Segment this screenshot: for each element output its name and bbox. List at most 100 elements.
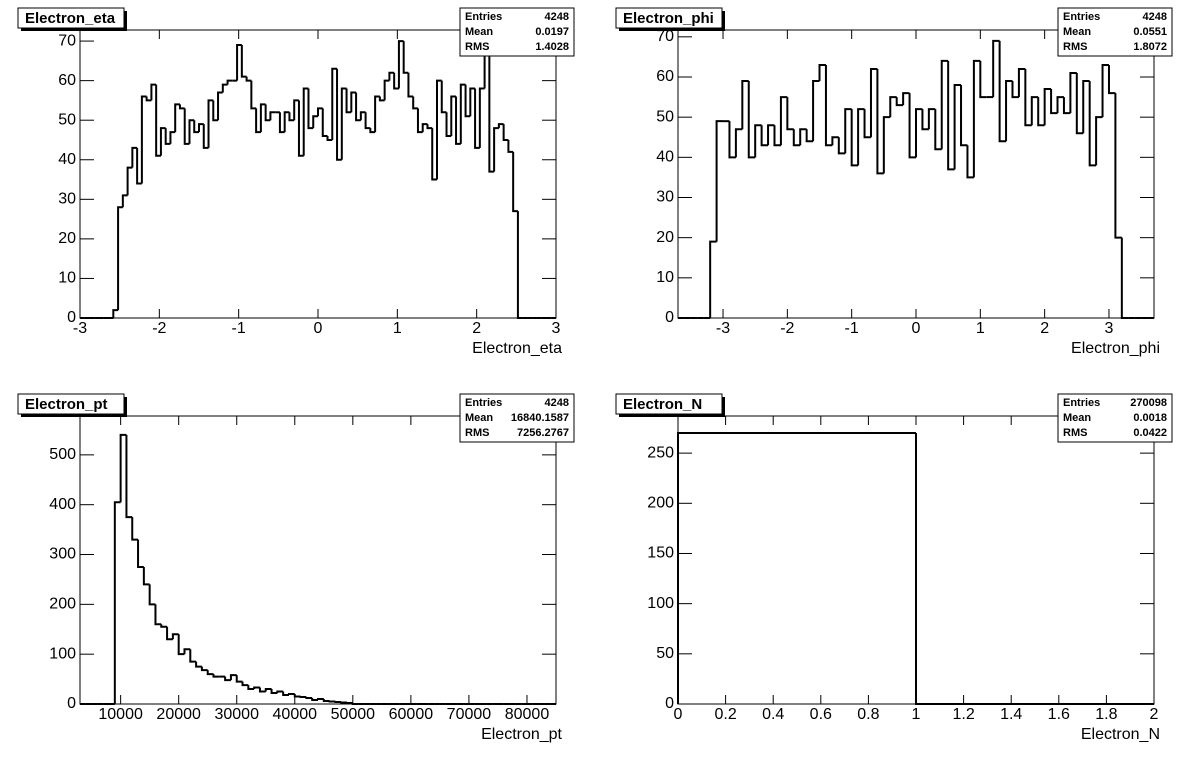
y-tick-label: 250: [647, 444, 674, 461]
histogram-bin: [512, 151, 518, 213]
histogram-bin: [960, 85, 968, 147]
histogram-bin: [240, 45, 247, 78]
histogram-bin: [217, 91, 223, 121]
histogram-bin: [388, 71, 395, 81]
histogram-bin: [1056, 96, 1064, 114]
x-tick-label: 0: [314, 320, 323, 337]
stats-label: Entries: [465, 397, 502, 409]
histogram-bin: [850, 109, 859, 167]
histogram-bin: [792, 129, 801, 147]
histogram-bin: [322, 699, 330, 703]
y-tick-label: 200: [647, 495, 674, 512]
histogram-bin: [412, 96, 418, 110]
histogram-bin: [177, 634, 185, 656]
y-tick-label: 0: [67, 695, 76, 712]
histogram-bin: [351, 703, 359, 705]
histogram-bin: [1017, 67, 1026, 98]
histogram-bin: [355, 92, 361, 122]
histogram-bin: [927, 108, 936, 130]
stats-value: 7256.2767: [517, 427, 569, 439]
histogram-bin: [831, 136, 839, 146]
histogram-bin: [915, 108, 923, 158]
histogram-bin: [350, 91, 357, 113]
histogram-bin: [734, 128, 743, 158]
y-tick-label: 20: [58, 230, 76, 247]
x-axis-title: Electron_phi: [1071, 340, 1160, 357]
x-tick-label: 3: [552, 320, 561, 337]
stats-value: 4248: [545, 11, 569, 23]
histogram-bin: [1050, 89, 1058, 115]
histogram-bin: [241, 681, 249, 687]
x-tick-label: -1: [845, 320, 859, 337]
stats-value: 16840.1587: [511, 412, 569, 424]
histogram-bin: [393, 72, 399, 90]
histogram-bin: [979, 60, 987, 99]
histogram-bin: [882, 116, 891, 174]
histogram-bin: [259, 103, 266, 133]
histogram-bin: [160, 624, 168, 628]
histogram-bin: [1043, 88, 1052, 126]
histogram-bin: [767, 124, 775, 146]
x-tick-label: 3: [1105, 320, 1114, 337]
histogram-bin: [786, 97, 794, 131]
histogram-bin: [934, 109, 942, 151]
title-box: [17, 393, 125, 415]
histogram-bin: [145, 96, 152, 102]
histogram-bin: [426, 124, 433, 130]
stats-label: Mean: [465, 412, 493, 424]
histogram-bin: [269, 111, 276, 121]
y-tick-label: 60: [656, 68, 674, 85]
histogram-bin: [895, 97, 904, 107]
histogram-bin: [921, 109, 929, 131]
stats-value: 1.4028: [535, 41, 569, 53]
histogram-bin: [247, 685, 255, 691]
histogram-bin: [178, 104, 185, 110]
histogram-bin: [450, 95, 457, 137]
histogram-bin: [345, 88, 352, 114]
x-tick-label: 2: [472, 320, 481, 337]
histogram-bin: [189, 649, 197, 663]
histogram-bin: [278, 112, 285, 134]
stats-value: 270098: [1130, 397, 1167, 409]
histogram-bin: [212, 100, 219, 122]
histogram-bin: [148, 584, 156, 606]
histogram-bin: [369, 128, 376, 134]
histogram-bin: [818, 63, 826, 82]
x-tick-label: 0.8: [857, 706, 879, 723]
histogram-bin: [193, 120, 199, 134]
histogram-bin: [131, 517, 139, 541]
histogram-bin: [293, 694, 301, 698]
y-tick-label: 100: [49, 645, 76, 662]
histogram-bin: [198, 123, 204, 133]
histogram-bin: [1107, 64, 1116, 95]
histogram-bin: [264, 104, 271, 122]
histogram-bin: [207, 99, 214, 148]
y-tick-label: 10: [656, 269, 674, 286]
y-tick-label: 60: [58, 72, 76, 89]
x-tick-label: -3: [73, 320, 87, 337]
histogram-bin: [966, 145, 974, 179]
histogram-bin: [188, 119, 195, 144]
x-tick-label: 20000: [156, 706, 201, 723]
frame: [79, 415, 557, 705]
histogram-bin: [305, 697, 313, 700]
histogram-bin: [455, 96, 461, 145]
x-axis-title: Electron_eta: [472, 340, 562, 357]
histogram-bin: [715, 120, 724, 242]
histogram-bin: [121, 194, 128, 208]
title-box: [17, 7, 125, 29]
histogram-bin: [1062, 97, 1071, 115]
y-tick-label: 500: [49, 446, 76, 463]
stats-box: [1057, 7, 1173, 57]
x-tick-label: -1: [232, 320, 246, 337]
histogram-bin: [779, 96, 788, 146]
histogram-bin: [478, 87, 485, 148]
histogram-bin: [293, 99, 299, 121]
histogram-bin: [947, 60, 955, 171]
histogram-bin: [287, 693, 295, 696]
x-tick-label: 70000: [447, 706, 492, 723]
histogram-bin: [321, 108, 328, 138]
histogram-bin: [902, 92, 910, 106]
histogram-bin: [140, 95, 147, 184]
title-box: [615, 7, 723, 29]
